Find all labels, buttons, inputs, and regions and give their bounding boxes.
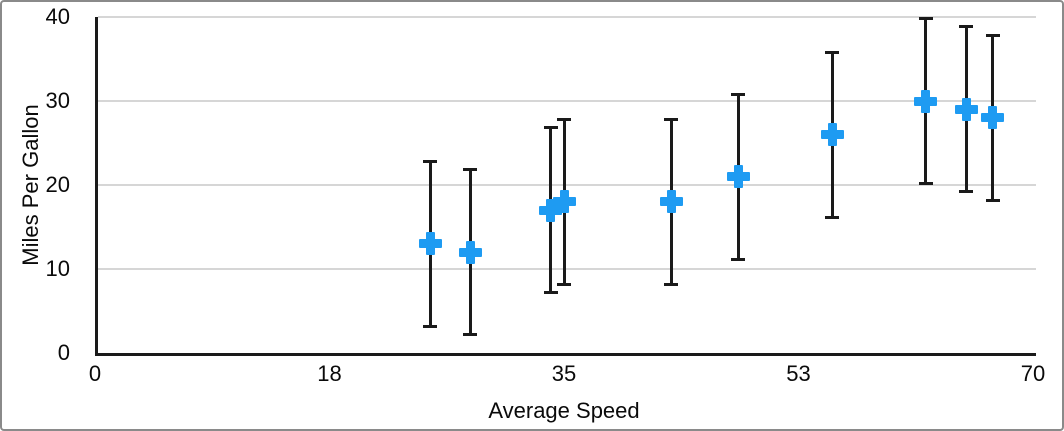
gridline-y-40	[98, 16, 1036, 18]
error-bar-cap-top	[423, 159, 437, 163]
error-bar-cap-bottom	[731, 257, 746, 261]
error-bar-cap-top	[463, 168, 478, 172]
error-bar-cap-top	[557, 117, 571, 121]
error-bar-cap-top	[918, 17, 933, 20]
data-point-marker[interactable]	[552, 190, 576, 214]
x-tick-label-70: 70	[1020, 361, 1046, 386]
gridline-y-10	[98, 268, 1036, 270]
marker-vertical-bar	[546, 198, 556, 222]
error-bar-cap-top	[543, 126, 558, 130]
error-bar-cap-top	[731, 92, 746, 96]
error-bar-cap-top	[959, 25, 973, 29]
data-point-marker[interactable]	[659, 190, 683, 214]
x-tick-label-0: 0	[88, 361, 102, 386]
error-bar-cap-bottom	[918, 182, 933, 185]
error-bar-cap-bottom	[423, 324, 437, 328]
error-bar-cap-bottom	[463, 333, 478, 337]
marker-vertical-bar	[988, 106, 998, 130]
y-tick-label-40: 40	[45, 4, 70, 29]
x-tick-label-35: 35	[551, 361, 577, 386]
y-tick-label-30: 30	[45, 88, 70, 113]
x-tick-label-53: 53	[786, 361, 811, 386]
error-bar-cap-bottom	[664, 282, 679, 286]
gridline-y-30	[98, 100, 1036, 102]
error-bar-cap-bottom	[985, 198, 1000, 202]
y-tick-label-20: 20	[45, 172, 70, 197]
data-point-marker[interactable]	[981, 106, 1005, 130]
data-point-marker[interactable]	[458, 240, 482, 264]
plot-area	[95, 16, 1036, 356]
marker-vertical-bar	[961, 97, 971, 121]
data-point-marker[interactable]	[820, 123, 844, 147]
error-bar-cap-bottom	[825, 215, 839, 219]
error-bar-cap-top	[825, 50, 839, 54]
marker-vertical-bar	[465, 240, 475, 264]
marker-vertical-bar	[666, 190, 676, 214]
x-tick-label-18: 18	[317, 361, 342, 386]
error-bar-cap-top	[664, 117, 679, 121]
marker-vertical-bar	[733, 165, 743, 189]
error-bar-cap-top	[985, 33, 1000, 37]
data-point-marker[interactable]	[539, 198, 563, 222]
marker-vertical-bar	[559, 190, 569, 214]
marker-vertical-bar	[921, 89, 931, 113]
gridline-y-20	[98, 184, 1036, 186]
data-point-marker[interactable]	[726, 165, 750, 189]
data-point-marker[interactable]	[954, 97, 978, 121]
marker-vertical-bar	[425, 232, 435, 256]
data-point-marker[interactable]	[418, 232, 442, 256]
error-bar-cap-bottom	[543, 291, 558, 295]
x-axis-title: Average Speed	[488, 398, 640, 423]
marker-vertical-bar	[827, 123, 837, 147]
y-tick-label-0: 0	[57, 340, 70, 365]
data-point-marker[interactable]	[914, 89, 938, 113]
error-bar-cap-bottom	[557, 282, 571, 286]
error-bar-cap-bottom	[959, 190, 973, 194]
y-tick-label-10: 10	[45, 256, 70, 281]
